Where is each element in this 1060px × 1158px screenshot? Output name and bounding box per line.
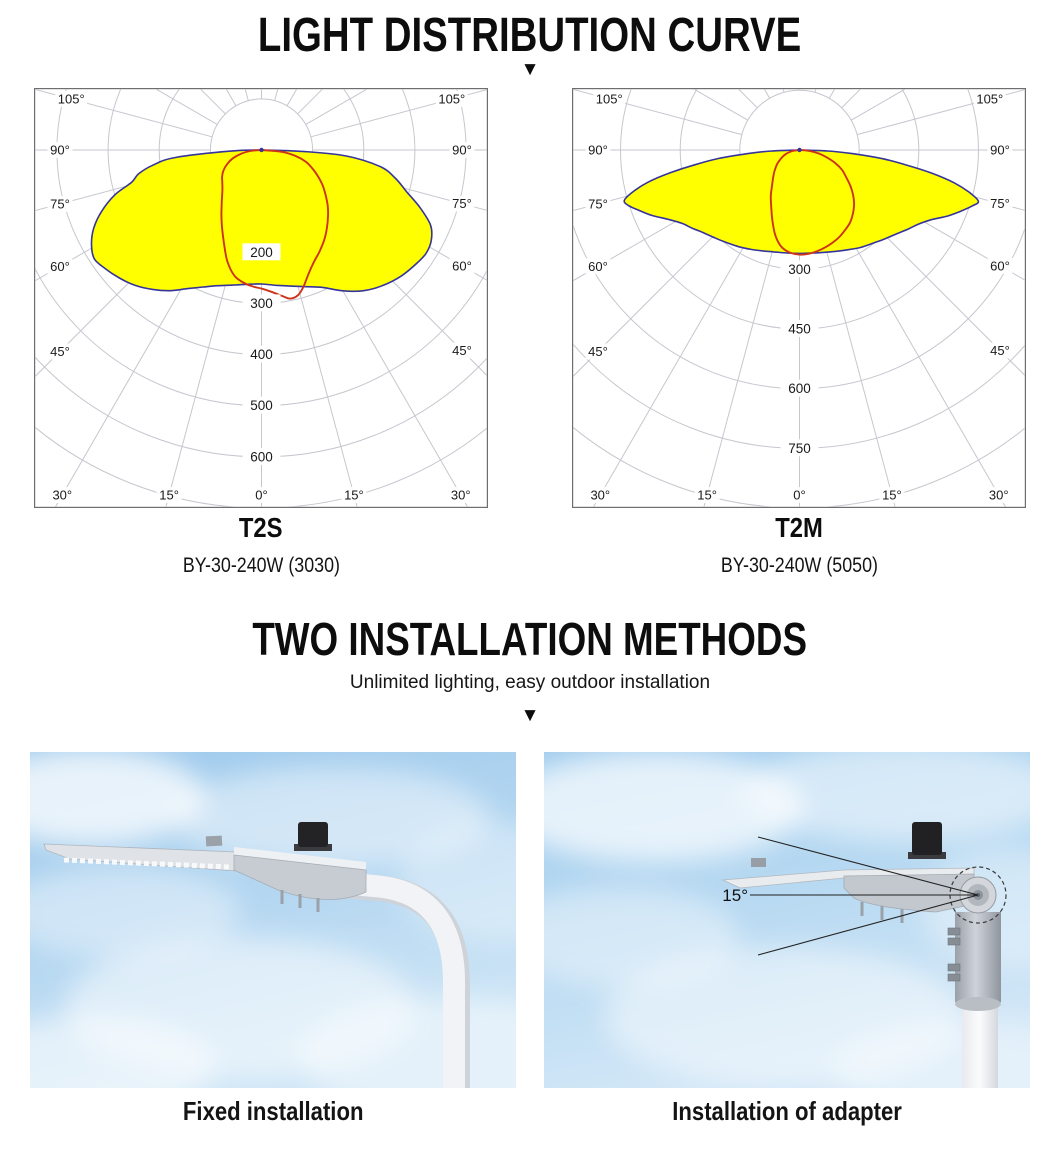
svg-text:500: 500 <box>250 398 273 413</box>
svg-text:30°: 30° <box>989 488 1009 503</box>
svg-text:45°: 45° <box>452 343 472 358</box>
svg-text:90°: 90° <box>588 143 608 158</box>
svg-text:75°: 75° <box>50 197 70 212</box>
photocell-base <box>294 844 332 851</box>
svg-text:750: 750 <box>788 441 811 456</box>
adapter-bolts <box>947 927 961 982</box>
down-arrow-icon: ▼ <box>520 705 540 726</box>
svg-text:60°: 60° <box>452 258 472 273</box>
svg-text:105°: 105° <box>58 92 85 107</box>
section-title-installation: TWO INSTALLATION METHODS <box>252 613 808 665</box>
svg-text:45°: 45° <box>50 344 70 359</box>
adapter-sleeve <box>955 912 1001 1008</box>
fixed-installation-illustration <box>30 752 516 1088</box>
street-lamp <box>43 822 367 912</box>
adapter-rim <box>955 997 1001 1011</box>
svg-text:30°: 30° <box>590 488 610 503</box>
svg-text:105°: 105° <box>438 92 465 107</box>
svg-text:45°: 45° <box>588 344 608 359</box>
curved-pole <box>340 872 470 1088</box>
svg-text:60°: 60° <box>990 258 1010 273</box>
svg-text:30°: 30° <box>451 488 471 503</box>
tilt-angle-lines <box>750 836 979 956</box>
svg-text:75°: 75° <box>990 196 1010 211</box>
svg-text:60°: 60° <box>50 259 70 274</box>
svg-text:15°: 15° <box>159 488 179 503</box>
photocell <box>912 822 942 855</box>
polar-chart-t2s-container: 200 300 400 500 600 0° 15° 15° 30° 30° 45° 45° 60° 60… <box>34 88 488 508</box>
svg-text:600: 600 <box>788 381 811 396</box>
tilt-angle-label: 15° <box>722 886 748 905</box>
svg-text:450: 450 <box>788 322 811 337</box>
svg-text:15°: 15° <box>882 488 902 503</box>
caption-adapter-installation: Installation of adapter <box>672 1096 902 1126</box>
svg-text:300: 300 <box>250 296 273 311</box>
adapter-installation-illustration: 15° <box>544 752 1030 1088</box>
section-title-light-distribution: LIGHT DISTRIBUTION CURVE <box>0 8 1060 63</box>
svg-text:90°: 90° <box>452 143 472 158</box>
polar-chart-t2s: 200 300 400 500 600 0° 15° 15° 30° 30° 45° 45° 60° 60… <box>34 88 488 508</box>
photocell <box>298 822 328 847</box>
down-arrow-icon: ▼ <box>520 59 540 80</box>
svg-text:15°: 15° <box>697 488 717 503</box>
section-subtitle-installation: Unlimited lighting, easy outdoor install… <box>349 672 711 693</box>
photocell-base <box>908 852 946 859</box>
svg-text:60°: 60° <box>588 259 608 274</box>
mount-clip <box>751 858 766 867</box>
chart-model-t2s: BY-30-240W (3030) <box>182 554 340 577</box>
svg-text:400: 400 <box>250 347 273 362</box>
lamp-body-top <box>234 847 366 870</box>
clouds <box>30 752 516 1088</box>
photo-fixed-installation <box>30 752 516 1088</box>
street-lamp <box>721 822 1007 924</box>
svg-text:0°: 0° <box>255 488 267 503</box>
svg-text:90°: 90° <box>990 143 1010 158</box>
mount-clip <box>205 835 223 847</box>
svg-text:0°: 0° <box>793 488 805 503</box>
photo-adapter-installation: 15° <box>544 752 1030 1088</box>
lamp-body <box>843 873 975 913</box>
chart-model-t2m: BY-30-240W (5050) <box>720 554 878 577</box>
svg-text:600: 600 <box>250 449 273 464</box>
vertical-pole <box>947 912 1001 1088</box>
svg-text:15°: 15° <box>344 488 364 503</box>
svg-text:75°: 75° <box>452 196 472 211</box>
svg-text:45°: 45° <box>990 343 1010 358</box>
chart-name-t2m: T2M <box>775 512 823 543</box>
svg-text:30°: 30° <box>52 488 72 503</box>
polar-chart-t2m: 300 450 600 750 0° 15° 15° 30° 30° 45° 45° 60° 60° 75… <box>572 88 1026 508</box>
svg-text:90°: 90° <box>50 143 70 158</box>
svg-text:300: 300 <box>788 262 811 277</box>
svg-text:105°: 105° <box>596 92 623 107</box>
svg-text:200: 200 <box>250 245 273 260</box>
under-screws <box>280 890 320 912</box>
caption-fixed-installation: Fixed installation <box>182 1096 364 1126</box>
polar-chart-t2m-container: 300 450 600 750 0° 15° 15° 30° 30° 45° 45° 60° 60° 75… <box>572 88 1026 508</box>
chart-name-t2s: T2S <box>239 512 283 543</box>
svg-text:75°: 75° <box>588 197 608 212</box>
led-array <box>63 857 231 870</box>
lamp-body <box>233 854 367 900</box>
section-title-text: LIGHT DISTRIBUTION CURVE <box>258 9 802 62</box>
svg-text:105°: 105° <box>976 92 1003 107</box>
